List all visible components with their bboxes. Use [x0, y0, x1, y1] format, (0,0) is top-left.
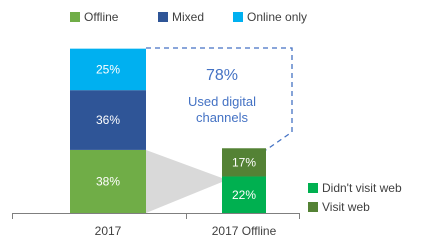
legend-label: Mixed — [172, 10, 204, 24]
legend-swatch — [70, 12, 80, 22]
value-label: 38% — [96, 175, 120, 189]
value-label: 22% — [232, 188, 256, 202]
legend-swatch — [233, 12, 243, 22]
legend-swatch — [308, 183, 318, 193]
bar-segment — [222, 176, 266, 213]
dashed-outline — [146, 47, 293, 151]
value-label: 25% — [96, 63, 120, 77]
legend-swatch — [308, 202, 318, 212]
legend-label: Offline — [84, 10, 119, 24]
legend-label: Visit web — [322, 200, 370, 214]
bar-segment — [70, 149, 146, 213]
bar-segment — [70, 90, 146, 150]
bar-segment — [222, 148, 266, 177]
x-tick-label: 2017 — [95, 224, 122, 238]
flow-shape — [146, 150, 222, 213]
value-label: 36% — [96, 113, 120, 127]
bar-segment — [70, 48, 146, 91]
legend-swatch — [158, 12, 168, 22]
value-label: 17% — [232, 156, 256, 170]
legend-label: Online only — [247, 10, 307, 24]
annotation-text: Used digital channels — [188, 94, 256, 125]
legend-label: Didn't visit web — [322, 181, 402, 195]
annotation-value: 78% — [205, 67, 239, 84]
x-tick-label: 2017 Offline — [212, 224, 277, 238]
